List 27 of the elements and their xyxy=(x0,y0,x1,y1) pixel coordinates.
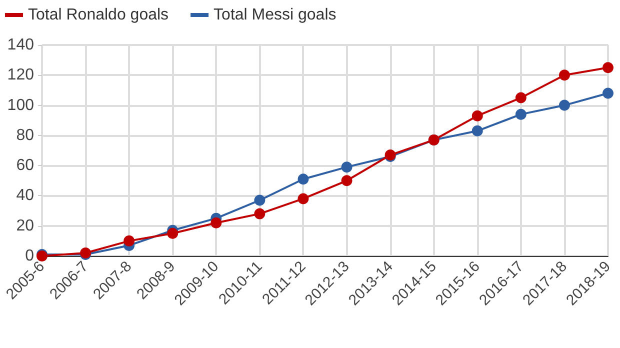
point xyxy=(472,125,483,136)
point xyxy=(254,194,266,206)
y-tick-label: 80 xyxy=(16,126,34,144)
y-tick-label: 20 xyxy=(16,217,34,234)
y-tick-label: 120 xyxy=(7,66,34,84)
point xyxy=(515,108,526,120)
point xyxy=(254,208,266,220)
point xyxy=(124,235,135,246)
y-tick-label: 100 xyxy=(7,96,34,114)
y-tick-label: 0 xyxy=(25,248,34,264)
legend-label: Total Messi goals xyxy=(214,6,336,24)
point xyxy=(298,174,309,185)
point xyxy=(558,70,570,81)
point xyxy=(341,162,352,173)
point xyxy=(167,228,178,239)
y-tick-label: 60 xyxy=(16,157,34,174)
y-tick-label: 140 xyxy=(7,36,34,54)
point xyxy=(602,62,614,74)
point xyxy=(472,110,483,122)
point xyxy=(210,217,222,228)
point xyxy=(558,100,570,111)
point xyxy=(602,88,614,99)
legend-label: Total Ronaldo goals xyxy=(28,6,169,24)
point xyxy=(515,92,526,104)
point xyxy=(298,193,309,204)
point xyxy=(341,175,352,186)
y-tick-label: 40 xyxy=(16,187,34,204)
